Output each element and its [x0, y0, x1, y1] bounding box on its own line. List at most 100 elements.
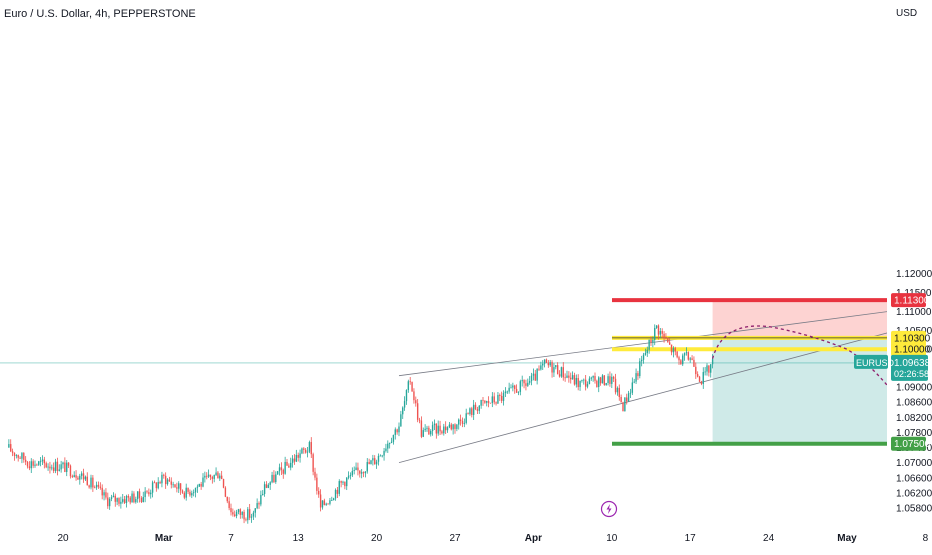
- candle[interactable]: [549, 362, 551, 366]
- candle[interactable]: [426, 427, 428, 429]
- candle[interactable]: [254, 508, 256, 513]
- candle[interactable]: [667, 338, 669, 343]
- candle[interactable]: [661, 331, 663, 334]
- candle[interactable]: [148, 492, 150, 495]
- candle[interactable]: [247, 509, 249, 521]
- candle[interactable]: [355, 467, 357, 471]
- candle[interactable]: [304, 449, 307, 453]
- candle[interactable]: [250, 516, 253, 518]
- candle[interactable]: [97, 484, 100, 487]
- candle[interactable]: [347, 475, 350, 478]
- candle[interactable]: [284, 461, 286, 474]
- candle[interactable]: [161, 474, 163, 484]
- candle[interactable]: [583, 379, 585, 381]
- candle[interactable]: [344, 481, 346, 487]
- candle[interactable]: [430, 431, 432, 435]
- candle[interactable]: [377, 455, 380, 462]
- candle[interactable]: [351, 470, 354, 476]
- candle[interactable]: [133, 493, 135, 503]
- candle[interactable]: [360, 472, 363, 474]
- candle[interactable]: [590, 377, 592, 379]
- candle[interactable]: [584, 379, 587, 387]
- candle[interactable]: [495, 402, 497, 404]
- candle[interactable]: [472, 404, 475, 415]
- candle[interactable]: [295, 454, 298, 462]
- candle[interactable]: [683, 353, 686, 356]
- candle[interactable]: [693, 359, 695, 367]
- candle[interactable]: [564, 377, 566, 379]
- candle[interactable]: [13, 452, 16, 456]
- candle[interactable]: [626, 397, 628, 402]
- candle[interactable]: [527, 382, 529, 386]
- candle[interactable]: [172, 484, 174, 486]
- candle[interactable]: [213, 475, 215, 479]
- candle[interactable]: [620, 396, 622, 403]
- candle[interactable]: [312, 454, 314, 472]
- candle[interactable]: [21, 453, 23, 459]
- candle[interactable]: [555, 365, 557, 368]
- candle[interactable]: [299, 453, 301, 458]
- candle[interactable]: [415, 400, 417, 404]
- candle[interactable]: [94, 487, 96, 489]
- candle[interactable]: [265, 484, 268, 488]
- candle[interactable]: [547, 362, 550, 366]
- candle[interactable]: [627, 393, 630, 402]
- candle[interactable]: [228, 501, 230, 509]
- candle[interactable]: [525, 383, 527, 386]
- candle[interactable]: [668, 342, 671, 345]
- candle[interactable]: [206, 475, 208, 477]
- candle[interactable]: [461, 420, 464, 424]
- candle[interactable]: [504, 391, 507, 394]
- candle[interactable]: [338, 481, 340, 494]
- candle[interactable]: [616, 387, 619, 393]
- candle[interactable]: [17, 455, 19, 458]
- candle[interactable]: [163, 474, 165, 476]
- candle[interactable]: [136, 491, 139, 500]
- candle[interactable]: [403, 401, 406, 408]
- candle[interactable]: [551, 362, 553, 373]
- candle[interactable]: [51, 467, 53, 469]
- candle[interactable]: [340, 481, 342, 483]
- level-a-tag-bg[interactable]: [891, 330, 926, 345]
- candle[interactable]: [69, 465, 72, 477]
- candle[interactable]: [179, 483, 182, 491]
- candle[interactable]: [123, 499, 126, 503]
- candle[interactable]: [644, 353, 647, 355]
- candle[interactable]: [282, 469, 284, 474]
- candle[interactable]: [596, 380, 598, 387]
- candle[interactable]: [168, 479, 171, 482]
- level-b-tag-bg[interactable]: [891, 342, 926, 357]
- candle[interactable]: [646, 349, 648, 354]
- candle[interactable]: [278, 467, 281, 472]
- candle[interactable]: [262, 493, 264, 495]
- candle[interactable]: [36, 464, 38, 466]
- candle[interactable]: [612, 376, 615, 379]
- candle[interactable]: [368, 462, 370, 465]
- candle[interactable]: [321, 500, 324, 508]
- candle[interactable]: [459, 419, 462, 421]
- candle[interactable]: [512, 385, 514, 388]
- candle[interactable]: [387, 443, 389, 449]
- candle[interactable]: [323, 500, 326, 505]
- candle[interactable]: [319, 494, 322, 508]
- candle[interactable]: [639, 361, 641, 377]
- candle[interactable]: [52, 467, 55, 471]
- candle[interactable]: [400, 414, 402, 427]
- candle[interactable]: [695, 366, 697, 375]
- candle[interactable]: [489, 402, 492, 404]
- candle[interactable]: [543, 359, 546, 364]
- candle[interactable]: [263, 484, 266, 494]
- candle[interactable]: [655, 325, 658, 328]
- candle[interactable]: [84, 476, 87, 480]
- candle[interactable]: [402, 407, 404, 415]
- candle[interactable]: [372, 458, 374, 461]
- candle[interactable]: [570, 377, 572, 380]
- candle[interactable]: [34, 464, 36, 466]
- last-price-tag-bg[interactable]: [891, 354, 928, 381]
- candle[interactable]: [215, 472, 217, 476]
- candle[interactable]: [575, 378, 578, 385]
- candle[interactable]: [331, 500, 333, 501]
- candle[interactable]: [614, 378, 617, 393]
- candle[interactable]: [103, 492, 105, 496]
